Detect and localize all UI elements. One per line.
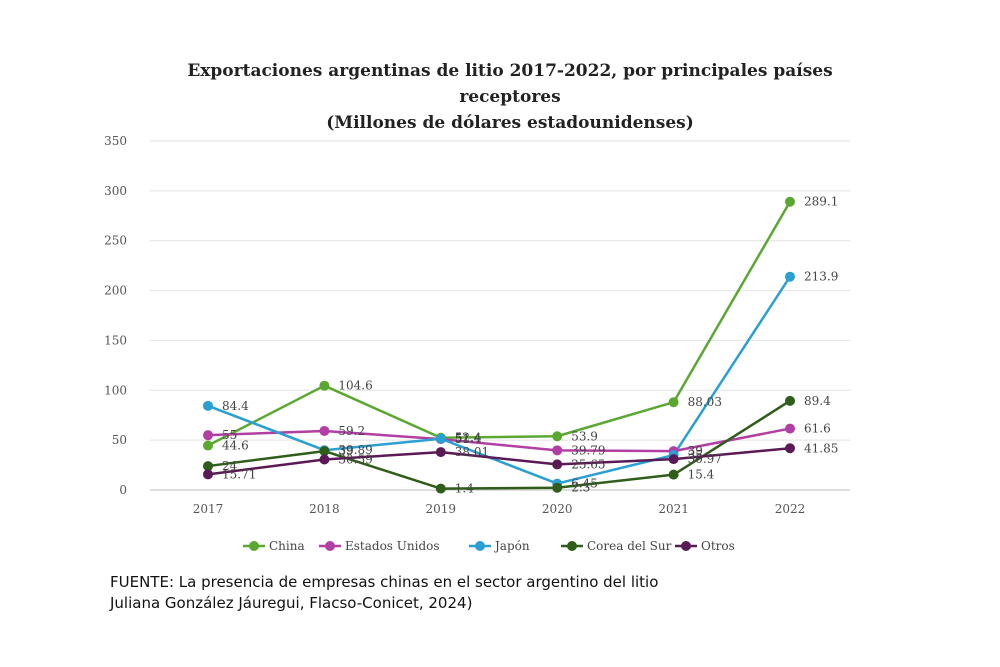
data-point xyxy=(203,469,213,480)
data-label: 39 xyxy=(338,444,353,458)
data-label: 88.03 xyxy=(688,395,722,409)
legend-swatch-dot xyxy=(567,541,577,551)
data-point xyxy=(785,423,795,434)
data-point xyxy=(552,445,563,456)
data-label: 30.59 xyxy=(338,452,372,466)
data-point xyxy=(668,397,679,408)
data-label: 25.65 xyxy=(571,457,605,471)
data-point xyxy=(319,454,330,465)
data-label: 1.4 xyxy=(455,482,474,496)
x-tick-label: 2019 xyxy=(426,502,457,516)
grid-layer xyxy=(150,140,850,491)
data-point xyxy=(668,469,679,480)
x-tick-label: 2021 xyxy=(658,502,689,516)
data-point xyxy=(203,400,213,411)
data-label: 84.4 xyxy=(222,399,249,413)
chart-title: Exportaciones argentinas de litio 2017-2… xyxy=(140,58,880,136)
x-tick-label: 2018 xyxy=(309,502,340,516)
data-label: 59.2 xyxy=(338,424,365,438)
axis-layer: 0 50 100 150 200 250 300 350 2017 2018 2019 2020 202… xyxy=(104,134,805,516)
chart-subtitle: (Millones de dólares estadounidenses) xyxy=(326,113,694,133)
y-tick-label: 50 xyxy=(112,433,127,447)
legend: China Estados Unidos Japón Corea del Sur Otr… xyxy=(243,539,735,553)
data-point xyxy=(319,380,330,391)
data-label: 44.6 xyxy=(222,439,249,453)
source-note: FUENTE: La presencia de empresas chinas … xyxy=(110,572,658,614)
series-line xyxy=(207,399,791,490)
data-label: 39.79 xyxy=(571,443,605,457)
y-tick-label: 0 xyxy=(119,483,127,497)
data-point xyxy=(319,425,330,436)
data-point xyxy=(668,454,679,465)
legend-label: Estados Unidos xyxy=(345,539,440,553)
data-label: 39 xyxy=(688,444,703,458)
legend-label: Japón xyxy=(493,539,530,553)
series-line xyxy=(207,447,791,476)
data-point xyxy=(203,430,213,441)
x-tick-label: 2022 xyxy=(775,502,806,516)
data-point xyxy=(319,446,330,457)
legend-swatch-dot xyxy=(325,541,335,551)
data-point xyxy=(203,461,213,472)
data-label: 51.4 xyxy=(455,432,482,446)
data-label: 53.9 xyxy=(571,429,598,443)
series-line xyxy=(207,276,792,485)
data-label: 104.6 xyxy=(338,379,372,393)
data-point xyxy=(435,433,446,444)
legend-label: China xyxy=(269,539,305,553)
data-point xyxy=(785,395,795,406)
data-label: 289.1 xyxy=(804,195,838,209)
data-point xyxy=(203,440,213,451)
data-label: 89.4 xyxy=(804,394,831,408)
data-label: 15.71 xyxy=(222,467,256,481)
data-label: 213.9 xyxy=(804,270,838,284)
series-line xyxy=(207,201,792,447)
y-tick-label: 200 xyxy=(104,284,127,298)
data-label: 6.45 xyxy=(571,477,598,491)
x-tick-label: 2017 xyxy=(193,502,224,516)
x-tick-label: 2020 xyxy=(542,502,573,516)
data-label: 52.4 xyxy=(455,431,482,445)
data-point xyxy=(552,482,563,493)
data-point xyxy=(435,447,446,458)
series-line xyxy=(207,427,791,453)
y-tick-label: 100 xyxy=(104,383,127,397)
data-point xyxy=(552,431,563,442)
data-point xyxy=(785,271,795,282)
data-label: 61.6 xyxy=(804,422,831,436)
legend-swatch-dot xyxy=(681,541,691,551)
data-label-layer: 44.6 104.6 52.4 53.9 88.03 289.1 55 59.2 51 39.79… xyxy=(222,195,838,496)
chart-title-main: Exportaciones argentinas de litio 2017-2… xyxy=(187,61,833,107)
source-line-2: Juliana González Jáuregui, Flacso-Conice… xyxy=(110,594,473,612)
data-point xyxy=(435,483,446,494)
data-label: 2.3 xyxy=(571,481,590,495)
y-tick-label: 150 xyxy=(104,333,127,347)
source-line-1: FUENTE: La presencia de empresas chinas … xyxy=(110,573,659,591)
legend-label: Corea del Sur xyxy=(587,539,672,553)
legend-swatch-dot xyxy=(475,541,485,551)
y-tick-label: 250 xyxy=(104,234,127,248)
data-point xyxy=(785,196,795,207)
data-label: 41.85 xyxy=(804,441,838,455)
y-tick-label: 350 xyxy=(104,134,127,148)
data-label: 30.97 xyxy=(688,452,722,466)
data-label: 35 xyxy=(688,448,703,462)
data-label: 38.01 xyxy=(455,445,489,459)
series-layer xyxy=(203,196,795,494)
data-label: 15.4 xyxy=(688,468,715,482)
data-point xyxy=(552,459,563,470)
data-label: 39.89 xyxy=(338,443,372,457)
data-label: 51 xyxy=(455,432,470,446)
data-label: 24 xyxy=(222,459,238,473)
data-point xyxy=(785,443,795,454)
y-tick-label: 300 xyxy=(104,184,127,198)
legend-label: Otros xyxy=(701,539,735,553)
legend-swatch-dot xyxy=(249,541,259,551)
data-label: 55 xyxy=(222,428,237,442)
